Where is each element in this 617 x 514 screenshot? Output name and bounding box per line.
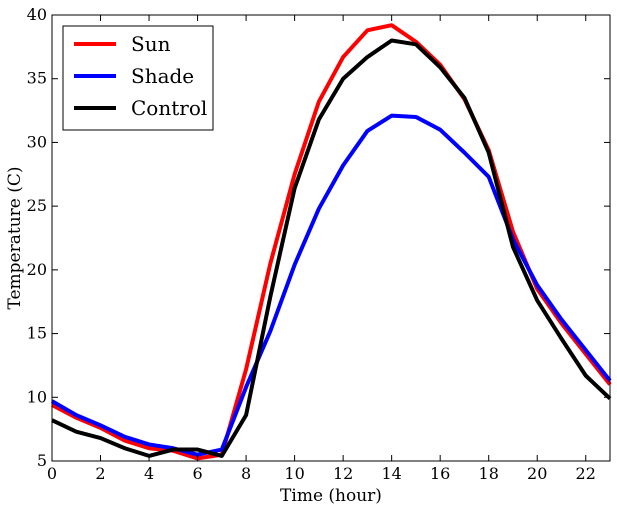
y-tick-label: 15	[27, 324, 47, 343]
y-tick-label: 40	[27, 5, 47, 24]
x-tick-label: 10	[284, 464, 304, 483]
x-tick-label: 8	[241, 464, 251, 483]
y-tick-label: 25	[27, 196, 47, 215]
y-tick-label: 10	[27, 387, 47, 406]
x-tick-label: 0	[47, 464, 57, 483]
y-tick-label: 5	[37, 451, 47, 470]
x-tick-label: 22	[576, 464, 596, 483]
x-tick-label: 4	[144, 464, 154, 483]
x-tick-label: 14	[381, 464, 401, 483]
x-tick-label: 16	[430, 464, 450, 483]
plot-frame	[51, 14, 611, 462]
x-tick-label: 12	[333, 464, 353, 483]
tick-layer: 0 2 4 6 8 10 12 14 16 18 20 22 5 10 15 20 25 30 35 40	[27, 5, 610, 483]
series-line-shade	[50, 113, 612, 457]
x-tick-label: 20	[527, 464, 547, 483]
y-axis-label: Temperature (C)	[5, 166, 25, 309]
legend-label-control: Control	[131, 96, 207, 120]
x-tick-label: 18	[479, 464, 499, 483]
x-tick-label: 6	[192, 464, 202, 483]
legend-label-shade: Shade	[131, 64, 194, 88]
legend: Sun Shade Control	[62, 25, 214, 131]
x-tick-label: 2	[95, 464, 105, 483]
y-tick-label: 35	[27, 69, 47, 88]
y-tick-label: 20	[27, 260, 47, 279]
y-tick-label: 30	[27, 132, 47, 151]
series-line-control	[51, 38, 612, 458]
series-layer	[50, 23, 612, 461]
series-line-sun	[51, 23, 612, 461]
legend-label-sun: Sun	[131, 32, 171, 56]
x-axis-label: Time (hour)	[280, 486, 382, 506]
